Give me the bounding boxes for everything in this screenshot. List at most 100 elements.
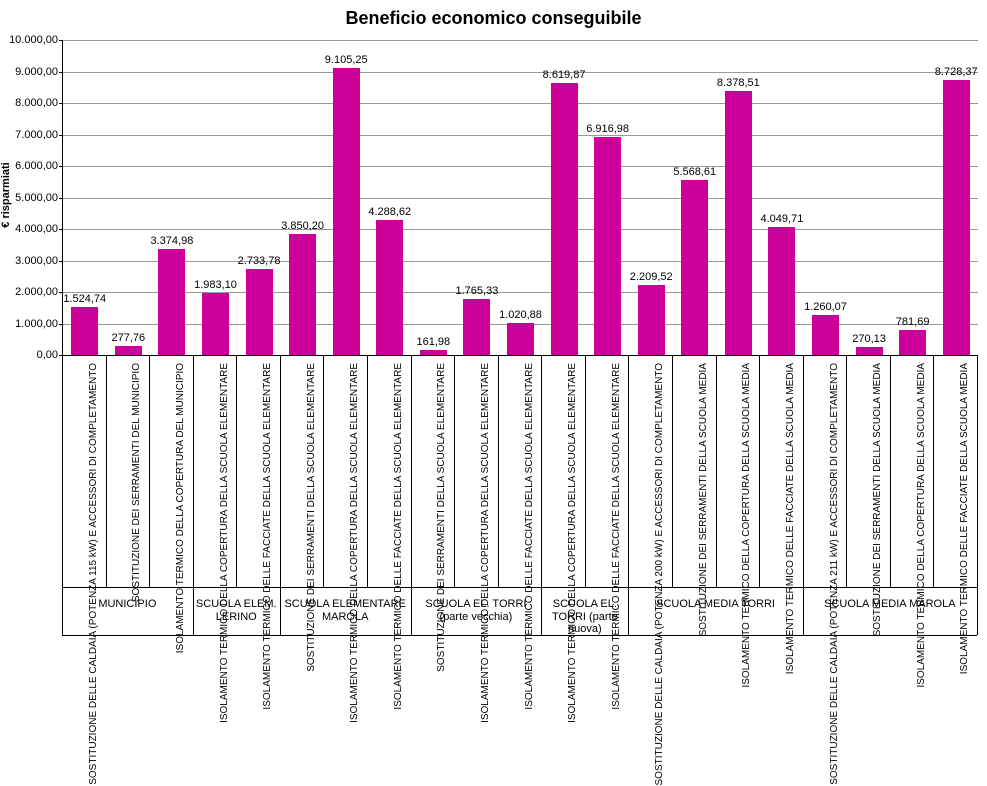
gridline bbox=[63, 40, 978, 41]
x-tick-separator bbox=[149, 355, 150, 587]
x-tick-label: ISOLAMENTO TERMICO DELLE FACCIATE DELLA … bbox=[262, 363, 273, 710]
x-tick-separator bbox=[367, 355, 368, 587]
group-separator bbox=[411, 355, 412, 635]
bar-value-label: 1.765,33 bbox=[455, 285, 498, 299]
bar: 1.983,10 bbox=[202, 293, 229, 355]
gridline bbox=[63, 229, 978, 230]
bar: 8.728,37 bbox=[943, 80, 970, 355]
x-tick-label: ISOLAMENTO TERMICO DELLA COPERTURA DELLA… bbox=[219, 363, 230, 723]
x-tick-label: SOSTITUZIONE DELLE CALDAIA (POTENZA 115 … bbox=[88, 363, 99, 785]
bar-value-label: 9.105,25 bbox=[325, 54, 368, 68]
bar-value-label: 8.378,51 bbox=[717, 77, 760, 91]
bar: 4.049,71 bbox=[768, 227, 795, 355]
x-tick-separator bbox=[846, 355, 847, 587]
gridline bbox=[63, 166, 978, 167]
bar: 4.288,62 bbox=[376, 220, 403, 355]
group-separator bbox=[541, 355, 542, 635]
gridline bbox=[63, 261, 978, 262]
bar-value-label: 1.983,10 bbox=[194, 279, 237, 293]
bar: 5.568,61 bbox=[681, 180, 708, 355]
group-label: SCUOLA EL. TORRI (parte nuova) bbox=[541, 598, 628, 636]
y-tick-label: 5.000,00 bbox=[2, 192, 58, 204]
bar-value-label: 5.568,61 bbox=[673, 166, 716, 180]
bar: 9.105,25 bbox=[333, 68, 360, 355]
y-tick-label: 6.000,00 bbox=[2, 160, 58, 172]
bar: 1.524,74 bbox=[71, 307, 98, 355]
x-tick-separator bbox=[106, 355, 107, 587]
bar: 3.850,20 bbox=[289, 234, 316, 355]
group-label: SCUOLA MEDIA MAROLA bbox=[803, 598, 977, 611]
bar: 277,76 bbox=[115, 346, 142, 355]
bar: 781,69 bbox=[899, 330, 926, 355]
bar: 1.260,07 bbox=[812, 315, 839, 355]
y-tick-label: 10.000,00 bbox=[2, 34, 58, 46]
x-tick-label: ISOLAMENTO TERMICO DELLE FACCIATE DELLA … bbox=[393, 363, 404, 710]
bar-value-label: 2.209,52 bbox=[630, 271, 673, 285]
x-tick-label: ISOLAMENTO TERMICO DELLE FACCIATE DELLA … bbox=[524, 363, 535, 710]
group-separator bbox=[977, 355, 978, 635]
x-tick-separator bbox=[890, 355, 891, 587]
x-tick-label: ISOLAMENTO TERMICO DELLE FACCIATE DELLA … bbox=[611, 363, 622, 710]
x-tick-separator bbox=[933, 355, 934, 587]
bar: 2.733,78 bbox=[246, 269, 273, 355]
bar-value-label: 8.728,37 bbox=[935, 66, 978, 80]
bar-value-label: 1.524,74 bbox=[63, 293, 106, 307]
group-label: SCUOLA MEDIA TORRI bbox=[628, 598, 802, 610]
chart-container: Beneficio economico conseguibile € rispa… bbox=[0, 0, 987, 648]
x-tick-separator bbox=[454, 355, 455, 587]
x-tick-label: SOSTITUZIONE DELLE CALDAIA (POTENZA 211 … bbox=[829, 363, 840, 785]
x-tick-separator bbox=[672, 355, 673, 587]
gridline bbox=[63, 72, 978, 73]
xlabel-baseline bbox=[62, 587, 977, 588]
bar: 8.619,87 bbox=[551, 83, 578, 355]
x-tick-label: ISOLAMENTO TERMICO DELLA COPERTURA DELLA… bbox=[741, 363, 752, 688]
group-label: MUNICIPIO bbox=[62, 598, 193, 610]
x-tick-separator bbox=[759, 355, 760, 587]
x-tick-label: SOSTITUZIONE DELLE CALDAIA (POTENZA 200 … bbox=[654, 363, 665, 786]
bar: 8.378,51 bbox=[725, 91, 752, 355]
x-tick-separator bbox=[716, 355, 717, 587]
bar: 3.374,98 bbox=[158, 249, 185, 355]
y-tick-label: 7.000,00 bbox=[2, 129, 58, 141]
x-tick-label: ISOLAMENTO TERMICO DELLA COPERTURA DELLA… bbox=[916, 363, 927, 688]
group-separator bbox=[628, 355, 629, 635]
bar-value-label: 270,13 bbox=[852, 333, 886, 347]
x-tick-separator bbox=[585, 355, 586, 587]
y-tick-label: 8.000,00 bbox=[2, 97, 58, 109]
y-tick-label: 4.000,00 bbox=[2, 223, 58, 235]
bar: 2.209,52 bbox=[638, 285, 665, 355]
bar: 6.916,98 bbox=[594, 137, 621, 355]
bar-value-label: 161,98 bbox=[417, 336, 451, 350]
bar-value-label: 3.374,98 bbox=[150, 235, 193, 249]
bar-value-label: 277,76 bbox=[112, 332, 146, 346]
bar: 1.765,33 bbox=[463, 299, 490, 355]
bar-value-label: 1.260,07 bbox=[804, 301, 847, 315]
bar-value-label: 8.619,87 bbox=[543, 69, 586, 83]
bar: 270,13 bbox=[856, 347, 883, 356]
bar-value-label: 2.733,78 bbox=[238, 255, 281, 269]
x-tick-label: ISOLAMENTO TERMICO DELLA COPERTURA DELLA… bbox=[567, 363, 578, 723]
bar-value-label: 6.916,98 bbox=[586, 123, 629, 137]
plot-area: 1.524,74277,763.374,981.983,102.733,783.… bbox=[62, 40, 978, 356]
x-tick-separator bbox=[498, 355, 499, 587]
x-tick-separator bbox=[323, 355, 324, 587]
group-separator bbox=[803, 355, 804, 635]
gridline bbox=[63, 198, 978, 199]
y-tick-label: 9.000,00 bbox=[2, 66, 58, 78]
x-labels-area: SOSTITUZIONE DELLE CALDAIA (POTENZA 115 … bbox=[62, 355, 977, 585]
group-separator bbox=[62, 355, 63, 635]
y-tick-label: 3.000,00 bbox=[2, 255, 58, 267]
group-label: SCUOLA ELEM. LERINO bbox=[193, 598, 280, 623]
x-tick-label: ISOLAMENTO TERMICO DELLA COPERTURA DELLA… bbox=[349, 363, 360, 723]
group-baseline bbox=[62, 635, 977, 636]
y-tick-label: 1.000,00 bbox=[2, 318, 58, 330]
group-label: SCUOLA EL. TORRI (parte vecchia) bbox=[411, 598, 542, 623]
bar-value-label: 1.020,88 bbox=[499, 309, 542, 323]
group-separator bbox=[193, 355, 194, 635]
gridline bbox=[63, 135, 978, 136]
chart-title: Beneficio economico conseguibile bbox=[0, 8, 987, 29]
bar-value-label: 4.288,62 bbox=[368, 206, 411, 220]
bar-value-label: 4.049,71 bbox=[760, 213, 803, 227]
y-tick-label: 2.000,00 bbox=[2, 286, 58, 298]
group-label: SCUOLA ELEMENTARE MAROLA bbox=[280, 598, 411, 623]
